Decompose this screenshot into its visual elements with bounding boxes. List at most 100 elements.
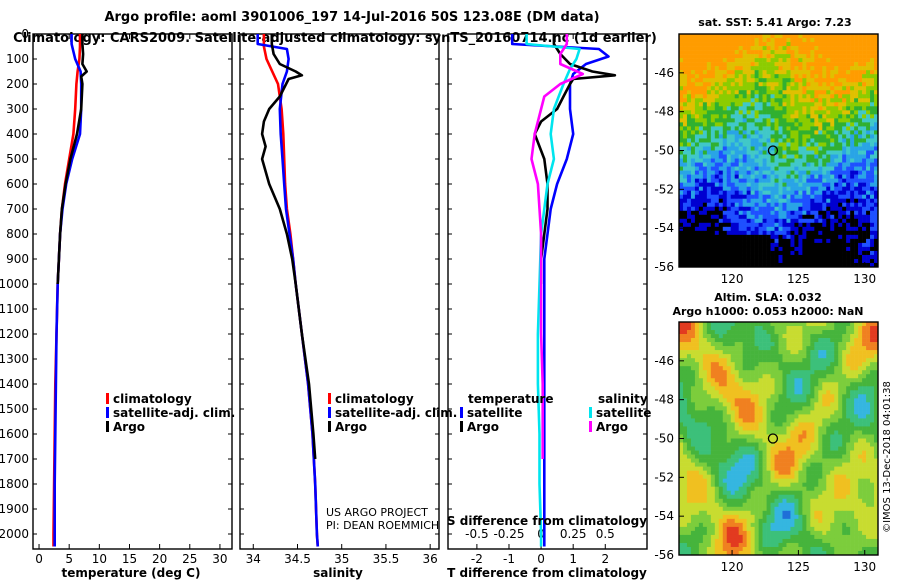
sst-cell (854, 102, 859, 107)
sst-cell (734, 70, 739, 75)
sst-cell (722, 82, 728, 87)
sst-cell (870, 126, 875, 131)
sla-cell (830, 322, 835, 327)
sst-cell (842, 246, 847, 252)
sst-cell (854, 242, 859, 248)
sst-cell (682, 38, 688, 43)
sst-cell (790, 166, 795, 171)
sst-cell (750, 254, 755, 260)
sst-cell (686, 242, 692, 248)
sla-cell (774, 454, 779, 459)
sla-cell (798, 366, 803, 371)
sla-cell (730, 370, 736, 375)
sst-cell (746, 154, 751, 159)
sst-cell (866, 58, 871, 63)
sst-cell (742, 250, 747, 256)
sst-cell (810, 258, 815, 264)
sla-cell (730, 446, 736, 451)
sst-cell (682, 54, 688, 59)
sst-cell (790, 114, 795, 119)
sla-cell (798, 406, 803, 411)
sst-cell (746, 162, 751, 167)
sst-cell (706, 214, 712, 220)
sst-cell (694, 218, 700, 224)
sst-cell (682, 250, 688, 256)
sst-cell (679, 246, 684, 252)
sla-cell (778, 398, 783, 403)
sst-cell (786, 138, 791, 143)
sst-cell (870, 246, 875, 252)
sst-cell (702, 34, 708, 39)
sla-cell (806, 458, 811, 463)
sst-cell (734, 102, 739, 107)
sla-cell (862, 374, 867, 379)
sst-cell (870, 254, 875, 260)
sla-cell (802, 330, 807, 335)
sla-cell (766, 342, 771, 347)
sst-cell (778, 154, 783, 159)
sst-cell (874, 142, 878, 147)
sst-cell (790, 50, 795, 55)
sst-cell (679, 174, 684, 179)
sst-cell (778, 106, 783, 111)
sla-cell (802, 434, 807, 439)
sla-cell (818, 462, 823, 467)
sst-cell (782, 34, 787, 39)
sst-cell (830, 110, 835, 115)
sst-cell (722, 42, 728, 47)
sla-cell (714, 398, 720, 403)
sla-cell (682, 358, 688, 363)
sst-cell (734, 174, 739, 179)
sst-cell (870, 102, 875, 107)
sst-cell (758, 230, 763, 236)
sla-cell (702, 386, 708, 391)
sla-cell (742, 454, 747, 459)
sla-cell (854, 446, 859, 451)
sst-cell (702, 42, 708, 47)
sla-cell (694, 390, 700, 395)
sst-cell (846, 170, 851, 175)
sla-cell (738, 426, 743, 431)
sst-cell (679, 258, 684, 264)
sla-cell (810, 354, 815, 359)
sst-cell (698, 90, 704, 95)
sla-cell (822, 458, 827, 463)
sst-cell (798, 114, 803, 119)
sla-cell (826, 394, 831, 399)
sst-cell (750, 246, 755, 252)
sst-cell (750, 126, 755, 131)
sst-cell (790, 78, 795, 83)
sst-cell (782, 202, 787, 208)
sst-cell (814, 258, 819, 264)
sst-cell (842, 74, 847, 79)
sla-cell (830, 394, 835, 399)
sla-cell (798, 446, 803, 451)
sst-cell (738, 246, 743, 252)
sla-cell (714, 450, 720, 455)
sst-cell (750, 86, 755, 91)
sla-cell (866, 418, 871, 423)
sst-cell (858, 158, 863, 163)
sst-cell (850, 250, 855, 256)
sst-cell (758, 46, 763, 51)
sst-cell (854, 174, 859, 179)
sst-cell (814, 142, 819, 147)
sla-cell (710, 330, 716, 335)
sst-cell (822, 198, 827, 204)
sla-cell (734, 382, 739, 387)
sst-cell (866, 150, 871, 155)
sla-cell (830, 406, 835, 411)
sla-cell (750, 454, 755, 459)
sla-cell (874, 414, 878, 419)
sst-cell (818, 214, 823, 220)
sla-cell (778, 342, 783, 347)
sla-cell (774, 346, 779, 351)
sst-cell (702, 66, 708, 71)
sst-cell (679, 50, 684, 55)
sst-cell (718, 98, 724, 103)
sla-cell (718, 442, 724, 447)
sst-cell (834, 106, 839, 111)
sla-cell (870, 398, 875, 403)
sla-cell (774, 362, 779, 367)
sst-cell (858, 90, 863, 95)
